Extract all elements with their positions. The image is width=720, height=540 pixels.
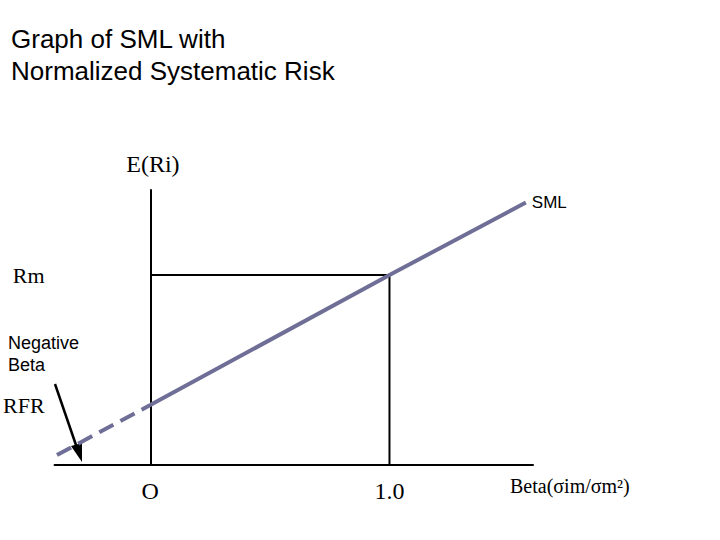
svg-text:Rm: Rm [13,263,45,288]
svg-text:Beta(σim/σm²): Beta(σim/σm²) [510,475,630,498]
svg-text:Graph of SML with: Graph of SML with [11,24,225,54]
svg-text:1.0: 1.0 [374,478,404,504]
svg-text:RFR: RFR [3,393,45,418]
svg-text:Normalized Systematic Risk: Normalized Systematic Risk [11,56,336,86]
svg-text:O: O [142,478,159,504]
svg-text:E(Ri): E(Ri) [126,151,179,177]
svg-text:SML: SML [532,193,567,212]
svg-text:Beta: Beta [8,355,46,375]
svg-text:Negative: Negative [8,333,84,353]
